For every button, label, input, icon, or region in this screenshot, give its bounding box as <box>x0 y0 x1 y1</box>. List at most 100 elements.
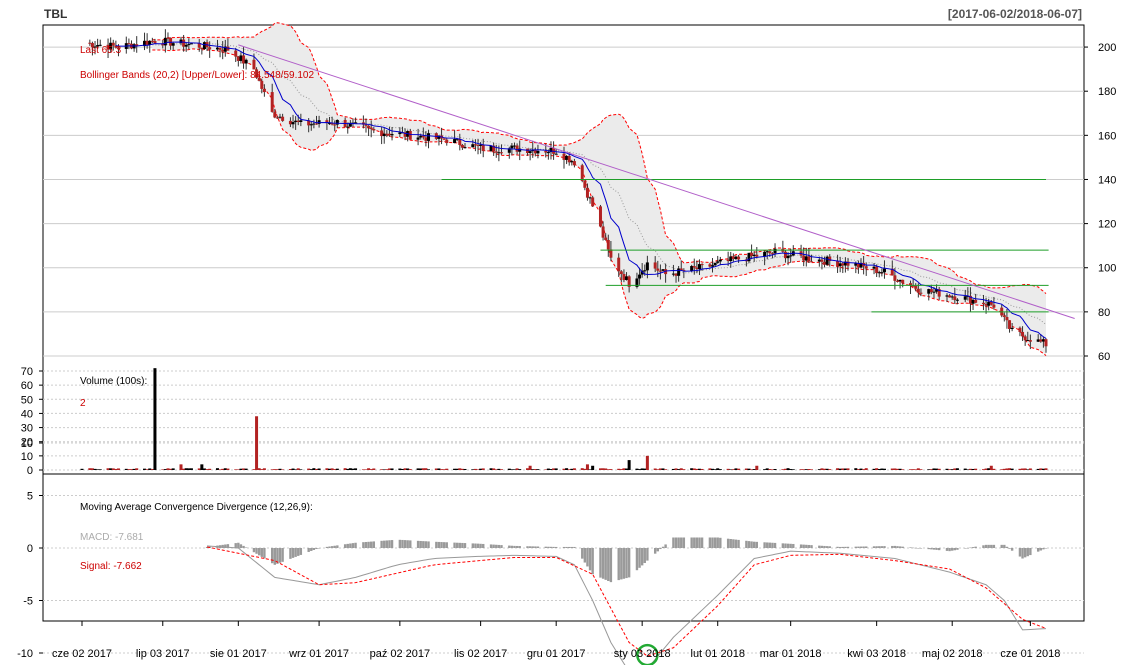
macd-histogram-bar <box>242 545 245 548</box>
macd-histogram-bar <box>677 537 680 548</box>
macd-histogram-bar <box>435 541 438 548</box>
volume-bar <box>862 469 866 470</box>
candle-body <box>299 120 303 123</box>
volume-bar <box>182 468 186 470</box>
candle-body <box>390 134 394 136</box>
candle-body <box>419 135 423 138</box>
volume-bar <box>914 469 918 470</box>
macd-histogram-bar <box>508 545 511 548</box>
volume-bar <box>948 469 952 470</box>
candle-body <box>763 251 767 257</box>
volume-bar <box>111 468 115 470</box>
macd-histogram-bar <box>289 548 292 559</box>
candle-body <box>489 145 493 151</box>
candle-body <box>536 150 540 154</box>
volume-bar <box>236 469 240 470</box>
macd-histogram-bar <box>471 543 475 548</box>
candle-body <box>1039 339 1043 342</box>
volume-bar <box>189 468 193 470</box>
volume-bar <box>606 469 610 470</box>
volume-bar <box>166 468 170 470</box>
volume-bar <box>786 468 790 470</box>
candle-body <box>974 299 978 303</box>
volume-bar <box>789 469 793 470</box>
macd-histogram-bar <box>1044 548 1048 549</box>
volume-bar <box>567 469 571 470</box>
volume-bar <box>588 469 592 470</box>
macd-histogram-bar <box>398 539 402 548</box>
candle-body <box>768 251 772 254</box>
volume-bar <box>440 469 444 470</box>
candle-body <box>179 39 183 44</box>
macd-histogram-bar <box>914 547 917 549</box>
candle-body <box>494 151 498 153</box>
volume-bar <box>278 468 282 470</box>
candle-body <box>981 302 985 305</box>
macd-histogram-bar <box>672 537 675 548</box>
volume-bar <box>916 468 920 470</box>
volume-layer <box>80 368 1048 470</box>
macd-histogram-bar <box>932 548 936 550</box>
macd-histogram-bar <box>351 543 355 548</box>
candle-body <box>1010 327 1014 329</box>
volume-bar <box>570 468 574 470</box>
volume-bar <box>638 469 642 470</box>
macd-histogram-bar <box>713 537 717 548</box>
macd-histogram-bar <box>930 548 933 550</box>
candle-body <box>1044 339 1048 347</box>
candle-body <box>328 123 332 125</box>
candle-body <box>236 56 240 61</box>
candle-body <box>109 42 113 50</box>
volume-bar <box>820 468 824 470</box>
volume-bar <box>421 468 425 470</box>
macd-histogram-bar <box>771 542 774 548</box>
volume-bar <box>692 468 696 470</box>
volume-bar <box>711 468 715 470</box>
volume-bar <box>390 468 394 470</box>
candle-body <box>601 226 605 238</box>
candle-body <box>817 259 821 262</box>
axis-layer: 6080100120140160180200010203040506070-10… <box>17 42 1116 660</box>
macd-histogram-bar <box>294 548 297 557</box>
volume-tick-label: 40 <box>21 408 33 420</box>
volume-bar <box>325 468 329 470</box>
candle-body <box>408 130 412 140</box>
candle-body <box>453 139 457 144</box>
volume-bar <box>476 469 480 470</box>
macd-histogram-bar <box>964 548 967 549</box>
macd-histogram-bar <box>573 546 576 548</box>
volume-bar <box>1008 468 1012 470</box>
macd-histogram-bar <box>237 542 240 548</box>
candle-body <box>846 261 850 266</box>
macd-histogram-bar <box>536 546 540 548</box>
symbol-title: TBL <box>44 7 67 21</box>
volume-bar <box>750 469 754 470</box>
macd-histogram-bar <box>828 546 831 548</box>
candle-body <box>836 260 840 267</box>
macd-histogram-bar <box>599 548 602 578</box>
volume-bar <box>169 468 173 470</box>
volume-bar <box>895 468 899 470</box>
candle-body <box>747 252 751 262</box>
macd-histogram-bar <box>708 537 712 548</box>
macd-histogram-bar <box>982 545 985 548</box>
volume-bar <box>458 468 462 470</box>
candle-body <box>150 40 154 42</box>
volume-bar <box>205 469 209 470</box>
volume-bar <box>968 468 972 470</box>
candle-body <box>325 120 329 124</box>
macd-histogram-bar <box>656 548 659 552</box>
volume-bar <box>1005 468 1009 470</box>
volume-bar <box>234 469 238 470</box>
candle-body <box>645 262 649 271</box>
volume-bar <box>109 468 113 470</box>
candle-body <box>718 259 722 262</box>
candle-body <box>296 120 300 123</box>
x-tick-label: maj 02 2018 <box>922 648 983 660</box>
macd-histogram-bar <box>479 543 482 548</box>
volume-bar <box>398 468 402 470</box>
macd-histogram-bar <box>732 539 735 548</box>
macd-histogram-bar <box>693 537 696 548</box>
macd-histogram-bar <box>818 545 821 548</box>
volume-bar <box>262 468 266 470</box>
